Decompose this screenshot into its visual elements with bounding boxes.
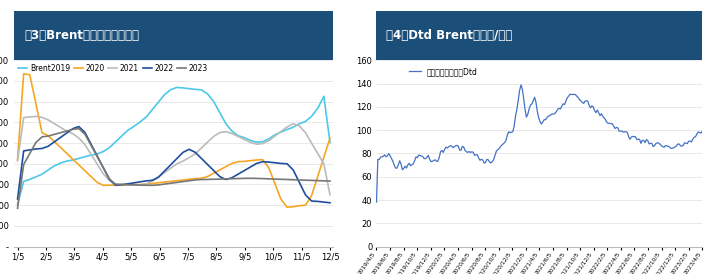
2021	[209, 135, 218, 138]
Line: 2022: 2022	[17, 127, 330, 203]
2022	[167, 163, 175, 167]
2023	[167, 182, 175, 185]
2021	[13, 159, 22, 162]
Brent2019	[209, 100, 218, 103]
2023	[13, 207, 22, 210]
2020	[20, 72, 28, 75]
2020	[185, 178, 193, 181]
2023	[75, 127, 83, 130]
2020	[13, 158, 22, 161]
2021	[44, 118, 53, 122]
Text: 图4：Dtd Brent（美元/桶）: 图4：Dtd Brent（美元/桶）	[387, 29, 513, 42]
Brent2019	[160, 93, 169, 96]
Brent2019	[172, 86, 181, 89]
2020	[130, 183, 138, 186]
2021	[222, 130, 230, 133]
2020	[283, 206, 292, 209]
2023	[326, 179, 334, 183]
2020	[209, 172, 218, 175]
Brent2019	[326, 141, 334, 144]
2022	[307, 199, 316, 203]
2023	[222, 177, 230, 181]
2021	[326, 193, 334, 196]
Brent2019	[13, 202, 22, 206]
2021	[32, 115, 41, 118]
2021	[307, 141, 316, 145]
2022	[13, 197, 22, 201]
2023	[130, 183, 138, 187]
2022	[38, 147, 46, 150]
Brent2019	[124, 129, 132, 132]
2020	[167, 180, 175, 183]
2022	[209, 169, 218, 172]
2022	[222, 178, 230, 181]
2022	[75, 125, 83, 128]
Legend: 现价原油英国布价Dtd: 现价原油英国布价Dtd	[406, 64, 481, 79]
2021	[130, 183, 138, 187]
Line: 2023: 2023	[17, 129, 330, 208]
2023	[38, 135, 46, 139]
2022	[130, 181, 138, 184]
2020	[44, 134, 53, 137]
Brent2019	[307, 115, 316, 118]
2021	[167, 167, 175, 170]
2023	[307, 179, 316, 182]
2022	[326, 201, 334, 204]
Line: 2020: 2020	[17, 74, 330, 207]
2023	[209, 178, 218, 181]
Brent2019	[222, 122, 230, 125]
Legend: Brent2019, 2020, 2021, 2022, 2023: Brent2019, 2020, 2021, 2022, 2023	[18, 64, 208, 73]
Line: Brent2019: Brent2019	[17, 87, 330, 204]
2020	[222, 165, 230, 168]
2020	[326, 136, 334, 140]
Brent2019	[38, 173, 46, 176]
Text: 图3：Brent基金净持仓（手）: 图3：Brent基金净持仓（手）	[24, 29, 139, 42]
Line: 2021: 2021	[17, 116, 330, 195]
